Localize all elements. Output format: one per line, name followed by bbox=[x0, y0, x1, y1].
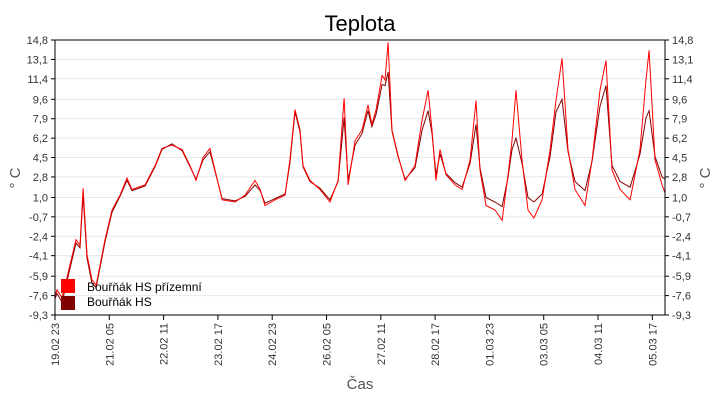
y-tick-label: -5,9 bbox=[672, 271, 691, 283]
y-tick-label: -7,6 bbox=[29, 291, 48, 303]
gridlines bbox=[55, 39, 665, 316]
x-tick-label: 05.03 17 bbox=[647, 323, 659, 366]
y-tick-label: 1,0 bbox=[672, 192, 687, 204]
y-tick-label: 1,0 bbox=[33, 192, 48, 204]
y-tick-label: -4,1 bbox=[672, 251, 691, 263]
legend-swatch-prizemni bbox=[61, 279, 75, 293]
x-tick-label: 23.02 17 bbox=[213, 323, 225, 366]
y-tick-label: 4,5 bbox=[672, 153, 687, 165]
y-tick-label: 2,8 bbox=[33, 172, 48, 184]
y-tick-label: 4,5 bbox=[33, 153, 48, 165]
y-tick-label: -0,7 bbox=[672, 212, 691, 224]
x-tick-label: 24.02 23 bbox=[267, 323, 279, 366]
y-axis-label-left: ° C bbox=[7, 167, 24, 188]
legend-label-hs: Bouřňák HS bbox=[87, 295, 152, 309]
y-tick-label: -2,4 bbox=[672, 231, 691, 243]
y-tick-label: 2,8 bbox=[672, 172, 687, 184]
y-tick-label: -4,1 bbox=[29, 251, 48, 263]
y-tick-label: -2,4 bbox=[29, 231, 48, 243]
y-tick-label: -9,3 bbox=[672, 310, 691, 322]
legend-swatch-hs bbox=[61, 296, 75, 310]
y-tick-label: 11,4 bbox=[672, 74, 693, 86]
y-axis-left: 14,8 13,1 11,4 9,6 7,9 6,2 4,5 2,8 1,0 -0,7 -2,4 -4… bbox=[27, 35, 55, 322]
y-tick-label: 7,9 bbox=[672, 114, 687, 126]
y-tick-label: 9,6 bbox=[33, 94, 48, 106]
y-tick-label: -9,3 bbox=[29, 310, 48, 322]
legend-label-prizemni: Bouřňák HS přízemní bbox=[87, 280, 202, 294]
y-tick-label: 6,2 bbox=[33, 133, 48, 145]
y-tick-label: 13,1 bbox=[27, 54, 48, 66]
x-tick-label: 27.02 11 bbox=[376, 323, 388, 365]
y-tick-label: 14,8 bbox=[672, 35, 693, 47]
x-tick-label: 28.02 17 bbox=[430, 323, 442, 366]
x-tick-label: 03.03 05 bbox=[539, 323, 551, 366]
y-axis-right: 14,8 13,1 11,4 9,6 7,9 6,2 4,5 2,8 1,0 -0,7 -2,4 -4… bbox=[665, 35, 693, 322]
plot-frame bbox=[54, 39, 666, 316]
x-tick-label: 26.02 05 bbox=[322, 323, 334, 366]
x-tick-label: 01.03 23 bbox=[484, 323, 496, 366]
y-tick-label: 13,1 bbox=[672, 54, 693, 66]
series-lines bbox=[54, 42, 666, 304]
x-tick-label: 22.02 11 bbox=[159, 323, 171, 365]
y-tick-label: -0,7 bbox=[29, 212, 48, 224]
x-axis-label: Čas bbox=[347, 376, 374, 393]
chart-title: Teplota bbox=[325, 11, 397, 36]
x-tick-label: 04.03 11 bbox=[593, 323, 605, 365]
x-axis: 19.02 23 21.02 05 22.02 11 23.02 17 24.02 23… bbox=[50, 315, 659, 366]
y-axis-label-right: ° C bbox=[697, 167, 714, 188]
x-tick-label: 19.02 23 bbox=[50, 323, 62, 366]
y-tick-label: 11,4 bbox=[27, 74, 48, 86]
legend: Bouřňák HS přízemní Bouřňák HS bbox=[61, 279, 202, 310]
series-line-hs bbox=[54, 71, 666, 304]
series-line-prizemni bbox=[54, 42, 666, 300]
x-tick-label: 21.02 05 bbox=[104, 323, 116, 366]
y-tick-label: 6,2 bbox=[672, 133, 687, 145]
y-tick-label: -5,9 bbox=[29, 271, 48, 283]
y-tick-label: -7,6 bbox=[672, 291, 691, 303]
y-tick-label: 7,9 bbox=[33, 114, 48, 126]
y-tick-label: 9,6 bbox=[672, 94, 687, 106]
y-tick-label: 14,8 bbox=[27, 35, 48, 47]
